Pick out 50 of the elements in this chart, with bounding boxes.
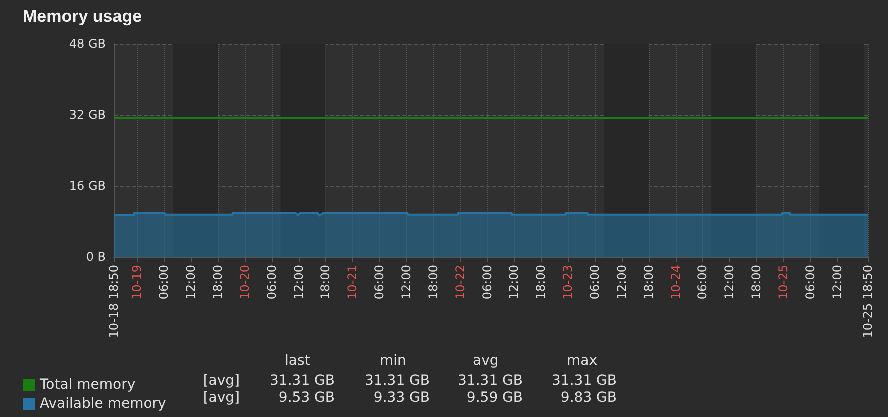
x-tick-label: 12:00 <box>614 265 629 300</box>
text: avg <box>473 353 499 369</box>
y-tick-label: 48 GB <box>69 37 106 51</box>
text: 9.33 GB <box>374 390 430 406</box>
x-tick-label: 10-24 <box>668 265 683 300</box>
x-tick-label: 10-22 <box>453 265 468 300</box>
x-tick-label: 18:00 <box>318 265 333 300</box>
x-tick-label: 12:00 <box>830 265 844 300</box>
x-tick-label: 18:00 <box>642 265 656 300</box>
x-tick-label: 18:00 <box>210 265 225 300</box>
x-tick-label: 12:00 <box>184 265 198 300</box>
x-tick-label: 10-25 <box>776 265 790 300</box>
x-tick-label: 06:00 <box>588 265 602 300</box>
y-tick-label: 16 GB <box>69 179 106 193</box>
x-tick-label: 06:00 <box>480 265 494 300</box>
text: 31.31 GB <box>270 373 335 389</box>
x-tick-label: 10-25 18:50 <box>861 265 875 338</box>
x-tick-label: 06:00 <box>696 265 710 300</box>
x-tick-label: 10-21 <box>346 265 360 300</box>
y-tick-label: 32 GB <box>69 108 106 122</box>
legend-label: Total memory <box>39 377 136 393</box>
y-tick-label: 0 B <box>86 250 106 264</box>
x-tick-label: 12:00 <box>399 265 414 300</box>
x-tick-label: 06:00 <box>157 265 172 300</box>
x-tick-label: 18:00 <box>750 265 764 300</box>
text: max <box>567 353 598 369</box>
x-tick-label: 18:00 <box>426 265 440 300</box>
text: 31.31 GB <box>365 373 430 389</box>
text: [avg] <box>203 390 240 406</box>
text: 9.59 GB <box>466 390 524 406</box>
text: 31.31 GB <box>552 373 617 389</box>
x-tick-label: 06:00 <box>803 265 818 300</box>
text: 31.31 GB <box>458 373 523 389</box>
x-tick-label: 12:00 <box>292 265 306 300</box>
x-tick-label: 10-20 <box>238 265 252 300</box>
text: last <box>285 353 311 369</box>
x-tick-label: 18:00 <box>534 265 548 300</box>
chart-title: Memory usage <box>23 7 142 26</box>
x-tick-label: 06:00 <box>372 265 387 300</box>
x-tick-label: 10-19 <box>130 265 144 300</box>
x-tick-label: 10-23 <box>561 265 576 300</box>
x-tick-label: 12:00 <box>507 265 522 300</box>
x-tick-label: 10-18 18:50 <box>107 265 121 338</box>
text: 9.83 GB <box>560 390 618 406</box>
text: 9.53 GB <box>278 390 336 406</box>
x-tick-label: 06:00 <box>264 265 279 300</box>
x-tick-label: 12:00 <box>722 265 737 300</box>
text: min <box>380 353 406 369</box>
legend-label: Available memory <box>40 396 166 412</box>
text: [avg] <box>203 373 240 389</box>
